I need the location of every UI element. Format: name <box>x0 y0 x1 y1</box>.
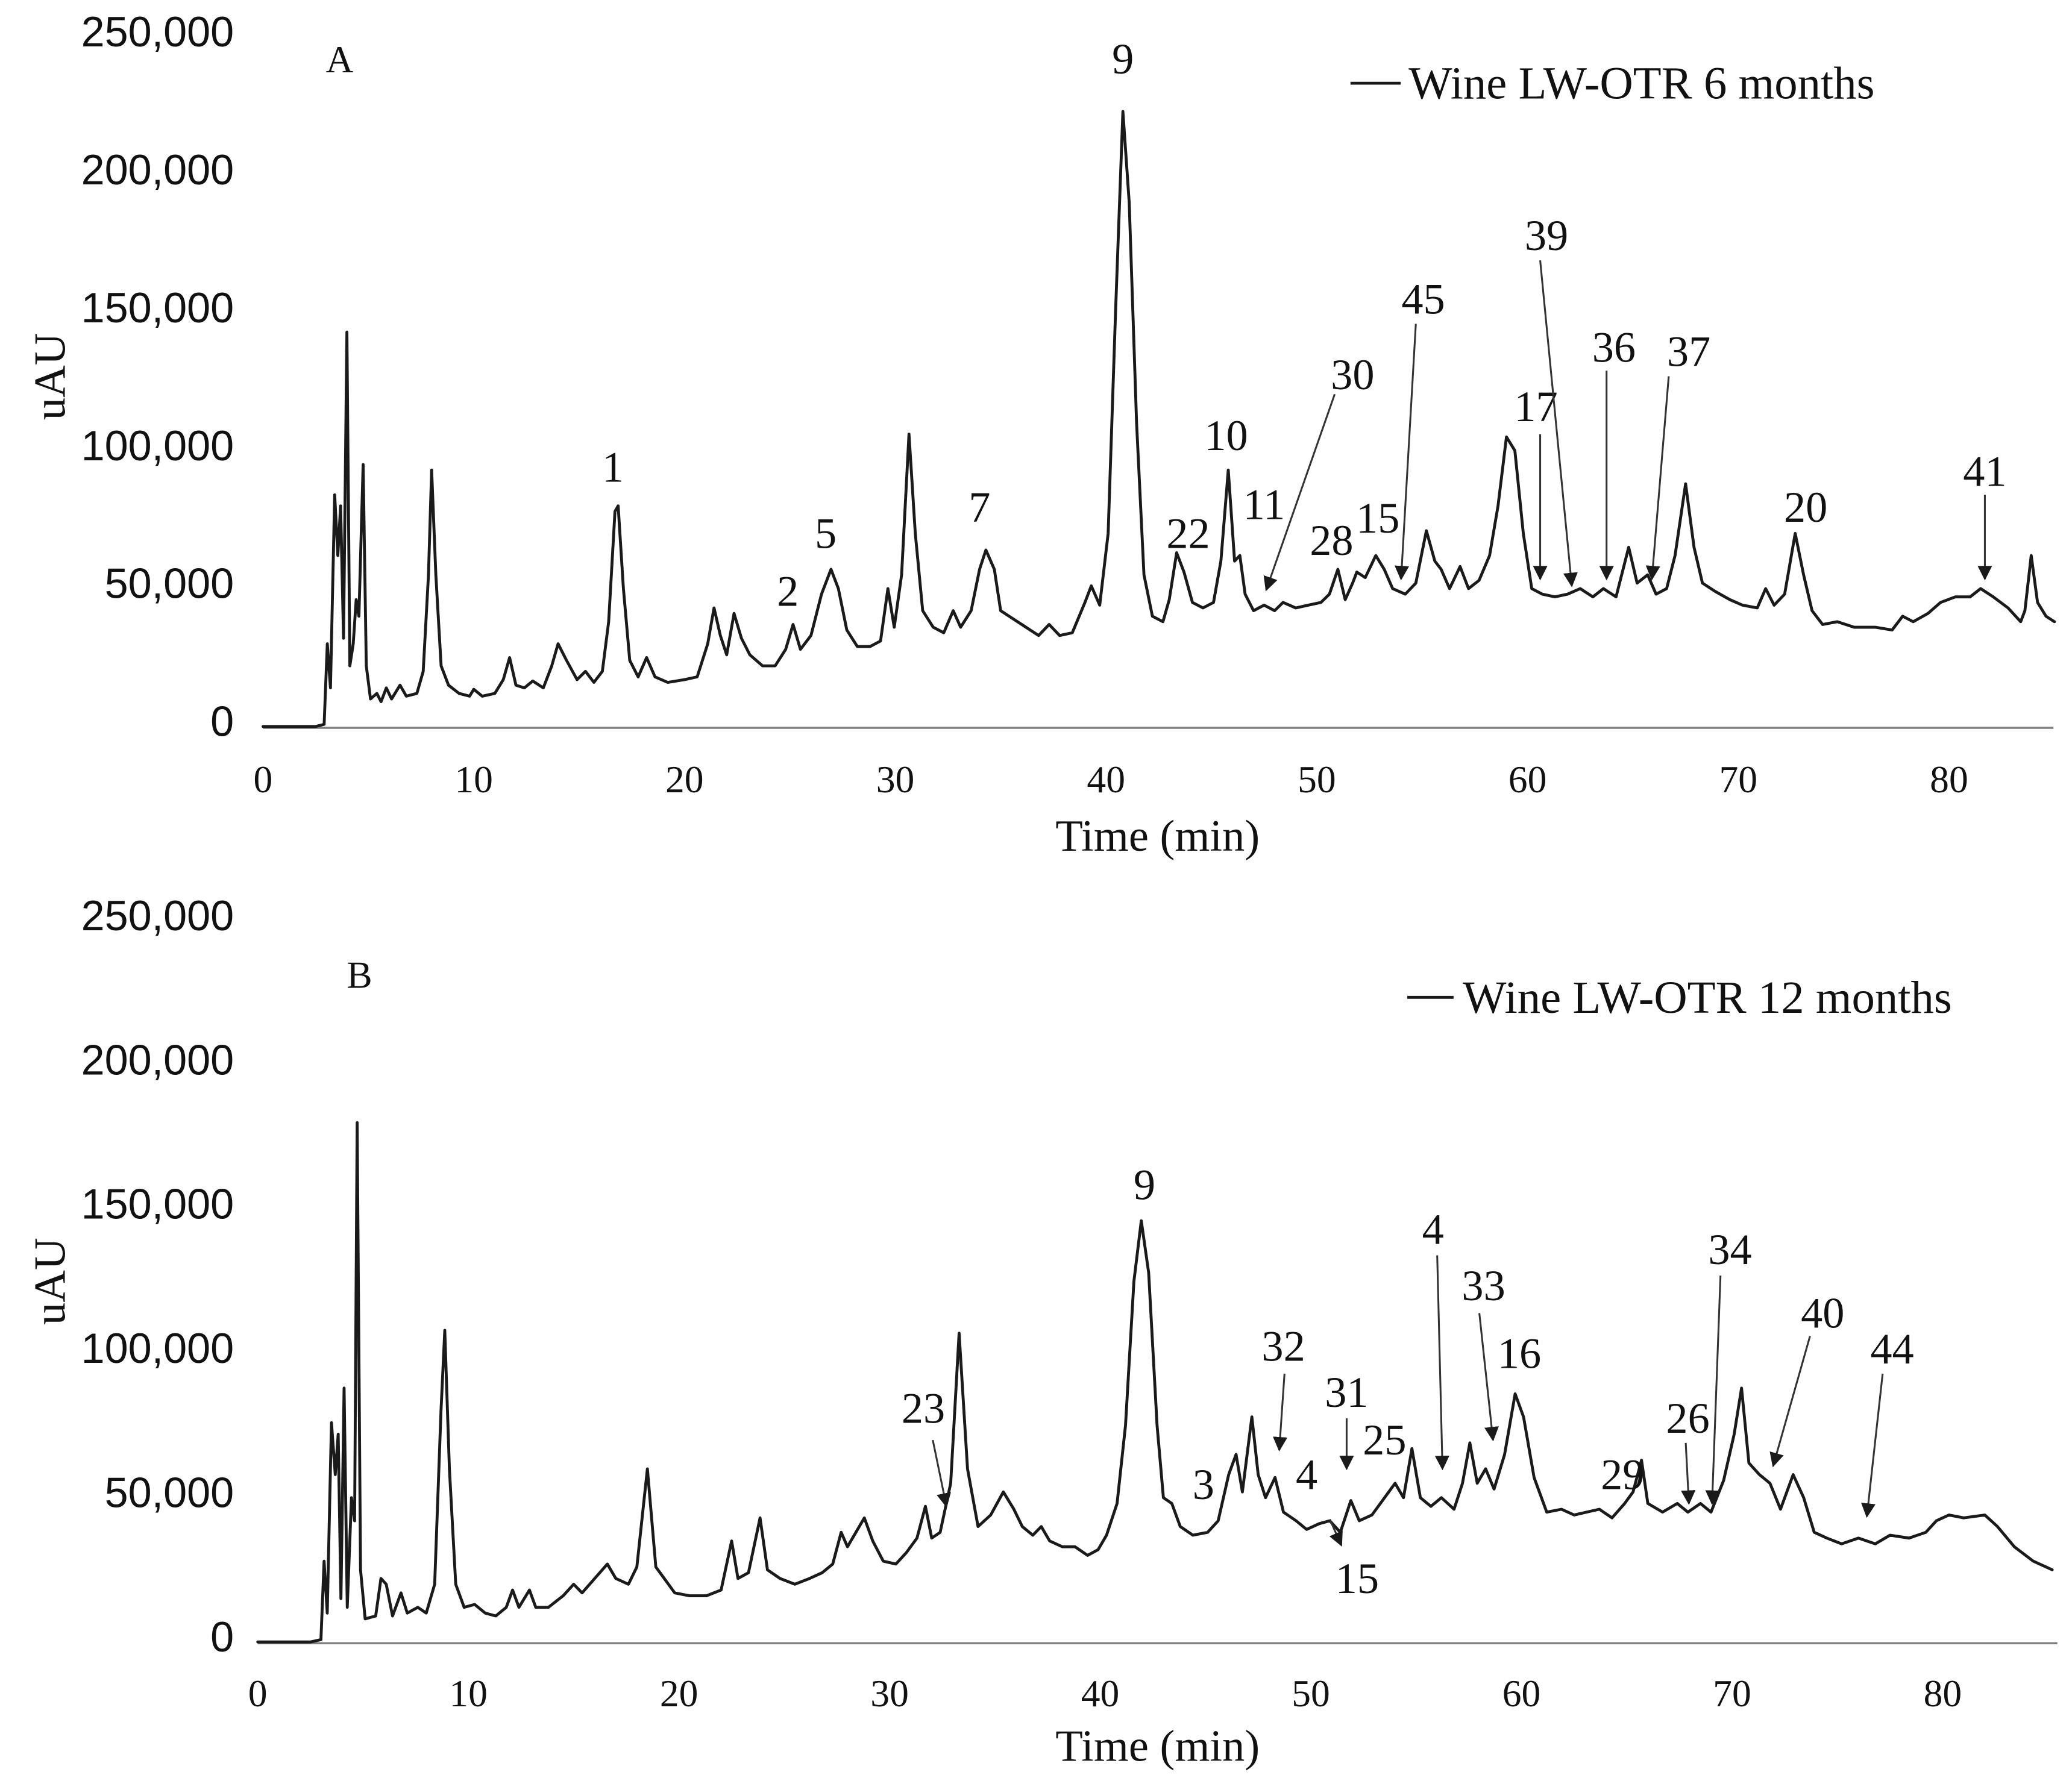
peak-label-40: 40 <box>1801 1289 1844 1337</box>
peak-label-30: 30 <box>1331 351 1374 399</box>
legend-label: Wine LW-OTR 6 months <box>1408 58 1874 109</box>
peak-label-32: 32 <box>1261 1322 1305 1370</box>
y-tick-labels: 0 50,000 100,000 150,000 200,000 250,000 <box>81 8 234 745</box>
peak-annotations: 9 1 25 7 22 10 11 30 28 15 45 17 39 36 37 20 41 <box>602 35 2007 616</box>
y-tick-labels: 0 50,000 100,000 150,000 200,000 250,000 <box>81 892 234 1661</box>
peak-arrow-30 <box>1263 393 1336 592</box>
peak-label-2: 2 <box>777 568 799 616</box>
chromatogram-trace <box>262 110 2056 728</box>
peak-label-23: 23 <box>902 1384 945 1432</box>
x-tick-label: 30 <box>876 758 915 801</box>
peak-arrow-44 <box>1861 1373 1884 1518</box>
peak-label-26: 26 <box>1666 1394 1709 1442</box>
x-tick-label: 40 <box>1087 758 1125 801</box>
x-tick-label: 70 <box>1719 758 1757 801</box>
peak-arrow-45 <box>1394 324 1417 581</box>
peak-arrow-33 <box>1478 1313 1499 1442</box>
peak-label-3: 3 <box>1193 1460 1214 1509</box>
peak-arrow-37 <box>1645 376 1670 581</box>
peak-label-36: 36 <box>1592 323 1636 371</box>
peak-label-17: 17 <box>1514 383 1557 431</box>
peak-label-33: 33 <box>1461 1262 1505 1310</box>
panel-label: A <box>326 38 354 81</box>
peak-label-10: 10 <box>1204 412 1248 460</box>
legend: Wine LW-OTR 6 months <box>1350 58 1874 109</box>
panel-label: B <box>347 954 372 997</box>
peak-label-22: 22 <box>1166 509 1210 557</box>
peak-label-15: 15 <box>1356 494 1399 542</box>
peak-label-4: 4 <box>1422 1205 1444 1253</box>
chart-panel-b: B Time (min) uAU Wine LW-OTR 12 months 0… <box>25 892 2058 1771</box>
x-tick-label: 40 <box>1081 1672 1120 1715</box>
chart-panel-a: A Time (min) uAU Wine LW-OTR 6 months 0 5… <box>25 8 2056 861</box>
x-tick-label: 60 <box>1502 1672 1541 1715</box>
x-tick-label: 50 <box>1298 758 1336 801</box>
peak-label-31: 31 <box>1325 1368 1368 1416</box>
x-tick-label: 20 <box>665 758 704 801</box>
y-tick-label: 50,000 <box>105 560 234 607</box>
chromatogram-trace <box>256 1121 2054 1644</box>
peak-label-37: 37 <box>1667 327 1710 375</box>
y-tick-label: 150,000 <box>81 284 234 331</box>
peak-label-45: 45 <box>1401 275 1445 323</box>
y-axis-title: uAU <box>25 1238 75 1325</box>
peak-label-4: 4 <box>1296 1450 1317 1498</box>
x-tick-label: 0 <box>248 1672 268 1715</box>
peak-label-5: 5 <box>815 509 837 557</box>
peak-label-41: 41 <box>1963 447 2006 495</box>
x-tick-label: 30 <box>870 1672 909 1715</box>
peak-label-39: 39 <box>1525 211 1568 260</box>
x-tick-label: 0 <box>254 758 273 801</box>
peak-arrow-4 <box>1434 1255 1449 1471</box>
peak-label-29: 29 <box>1601 1450 1644 1498</box>
x-tick-label: 50 <box>1292 1672 1330 1715</box>
y-axis-title: uAU <box>25 333 75 420</box>
peak-label-16: 16 <box>1498 1329 1541 1377</box>
x-axis-title: Time (min) <box>1055 812 1260 861</box>
peak-label-11: 11 <box>1243 480 1286 528</box>
peak-label-9: 9 <box>1112 35 1134 83</box>
x-tick-label: 70 <box>1713 1672 1751 1715</box>
x-tick-label: 10 <box>449 1672 488 1715</box>
y-tick-label: 50,000 <box>105 1468 234 1516</box>
y-tick-label: 100,000 <box>81 1324 234 1372</box>
x-axis-title: Time (min) <box>1055 1721 1260 1771</box>
peak-label-7: 7 <box>969 483 990 531</box>
y-tick-label: 200,000 <box>81 146 234 193</box>
x-tick-labels: 0 10 20 30 40 50 60 70 80 <box>248 1672 1962 1715</box>
y-tick-label: 150,000 <box>81 1180 234 1228</box>
legend-label: Wine LW-OTR 12 months <box>1463 972 1952 1023</box>
peak-label-1: 1 <box>602 443 624 492</box>
legend: Wine LW-OTR 12 months <box>1407 972 1952 1023</box>
x-tick-label: 60 <box>1508 758 1547 801</box>
x-tick-labels: 0 10 20 30 40 50 60 70 80 <box>254 758 1968 801</box>
y-tick-label: 100,000 <box>81 422 234 469</box>
peak-label-44: 44 <box>1870 1325 1913 1373</box>
peak-arrow-32 <box>1273 1373 1288 1452</box>
x-tick-label: 80 <box>1924 1672 1962 1715</box>
peak-label-34: 34 <box>1708 1226 1751 1274</box>
y-tick-label: 0 <box>210 698 234 745</box>
peak-label-28: 28 <box>1310 516 1353 565</box>
peak-arrow-26 <box>1681 1442 1696 1505</box>
y-tick-label: 250,000 <box>81 8 234 55</box>
y-tick-label: 200,000 <box>81 1036 234 1083</box>
y-tick-label: 250,000 <box>81 892 234 939</box>
peak-arrow-34 <box>1705 1276 1722 1505</box>
x-tick-label: 10 <box>454 758 493 801</box>
peak-arrow-40 <box>1769 1336 1811 1468</box>
peak-label-20: 20 <box>1784 483 1827 531</box>
peak-arrow-39 <box>1539 260 1578 587</box>
x-tick-label: 80 <box>1930 758 1968 801</box>
peak-arrow-15 <box>1329 1519 1343 1547</box>
x-tick-label: 20 <box>660 1672 699 1715</box>
y-tick-label: 0 <box>210 1613 234 1661</box>
peak-label-9: 9 <box>1134 1160 1155 1209</box>
peak-label-15: 15 <box>1336 1554 1379 1603</box>
peak-label-25: 25 <box>1363 1416 1406 1464</box>
peak-arrow-23 <box>932 1439 951 1508</box>
